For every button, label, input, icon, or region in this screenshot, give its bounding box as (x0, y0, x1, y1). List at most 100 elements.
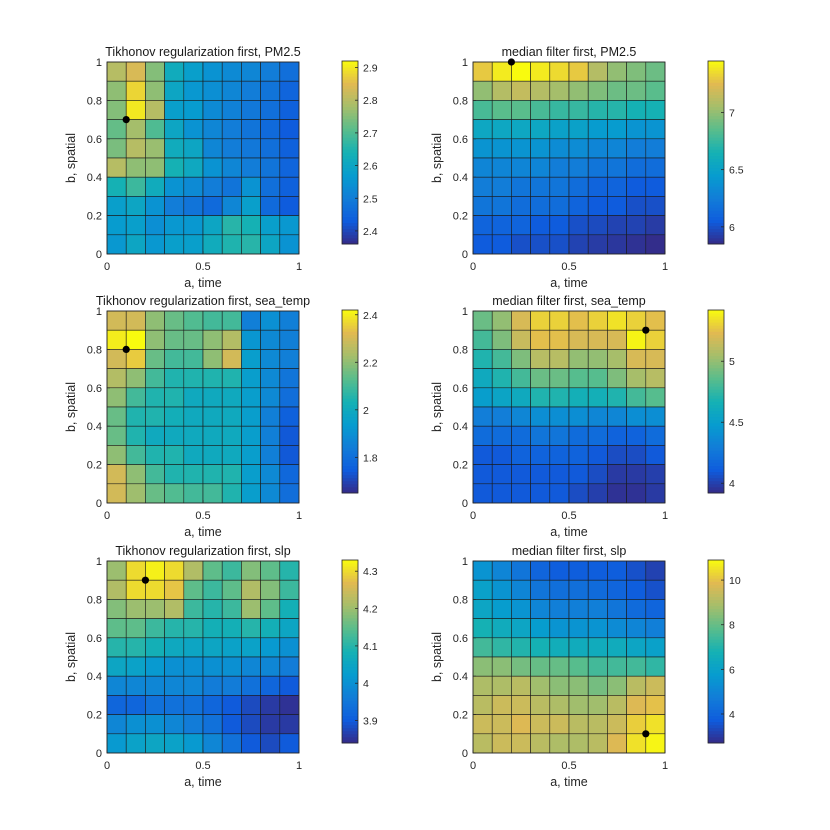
colorbar-segment (342, 444, 358, 448)
heatmap-cell (549, 61, 570, 82)
colorbar-segment (708, 617, 724, 622)
heatmap-cell (472, 100, 493, 120)
heatmap-cell (491, 61, 512, 82)
colorbar-segment (342, 441, 358, 445)
colorbar-segment (342, 152, 358, 156)
heatmap-cell (645, 215, 666, 236)
colorbar-tick-label: 4.3 (363, 566, 378, 578)
heatmap-cell (568, 483, 589, 504)
heatmap-cell (164, 100, 185, 120)
heatmap-cell (202, 329, 223, 350)
heatmap-cell (202, 695, 223, 715)
heatmap-cell (645, 445, 666, 465)
heatmap-cell (125, 349, 146, 369)
colorbar-segment (342, 88, 358, 92)
y-tick-label: 1 (96, 306, 102, 318)
heatmap-cell (260, 714, 281, 735)
heatmap-cell (568, 119, 589, 140)
heatmap-cell (511, 176, 531, 197)
heatmap-cell (645, 329, 666, 350)
colorbar-segment (342, 663, 358, 668)
heatmap-cell (587, 329, 608, 350)
heatmap-cell (587, 560, 608, 581)
colorbar-segment (342, 94, 358, 98)
heatmap-cell (645, 714, 666, 735)
heatmap-cell (626, 425, 647, 446)
heatmap-cell (260, 349, 281, 369)
y-tick-label: 0.6 (87, 633, 102, 645)
heatmap-cell (511, 599, 531, 619)
colorbar-segment (342, 709, 358, 713)
colorbar-segment (708, 170, 724, 175)
colorbar-segment (708, 614, 724, 619)
heatmap-cell (568, 387, 589, 408)
colorbar-segment (708, 100, 724, 105)
heatmap-cell (568, 100, 589, 120)
heatmap-cell (125, 157, 146, 178)
heatmap-cell (164, 215, 185, 236)
heatmap-cell (645, 464, 666, 485)
colorbar-segment (342, 581, 358, 585)
heatmap-cell (511, 733, 531, 754)
colorbar-segment (708, 584, 724, 588)
colorbar-segment (342, 328, 358, 332)
colorbar-segment (342, 383, 358, 387)
heatmap-cell (221, 618, 242, 639)
heatmap-cell (549, 310, 570, 331)
heatmap-cell (549, 637, 570, 658)
heatmap-cell (511, 157, 531, 178)
heatmap-cell (106, 215, 127, 236)
colorbar-segment (708, 337, 724, 341)
chart-title: median filter first, sea_temp (492, 294, 646, 308)
colorbar-tick-label: 2.5 (363, 193, 378, 205)
heatmap-cell (279, 234, 300, 255)
colorbar-segment (708, 590, 724, 594)
heatmap-cell (530, 138, 551, 159)
heatmap-cell (145, 387, 165, 408)
heatmap-cell (125, 234, 146, 255)
colorbar-segment (708, 85, 724, 89)
colorbar-segment (708, 140, 724, 144)
colorbar-segment (708, 657, 724, 662)
colorbar-segment (708, 712, 724, 716)
heatmap-cell (106, 618, 127, 639)
heatmap-cell (279, 61, 300, 82)
heatmap-cell (164, 138, 185, 159)
colorbar-segment (708, 161, 724, 166)
colorbar-segment (708, 407, 724, 412)
y-tick-label: 0.6 (87, 134, 102, 146)
heatmap-cell (125, 176, 146, 197)
heatmap-cell (221, 406, 242, 427)
heatmap-cell (164, 579, 185, 600)
heatmap-cell (626, 349, 647, 369)
colorbar-segment (342, 730, 358, 735)
heatmap-cell (491, 560, 512, 581)
heatmap-cell (260, 329, 281, 350)
heatmap-cell (607, 100, 627, 120)
colorbar-segment (708, 633, 724, 637)
heatmap-cell (607, 215, 627, 236)
x-tick-label: 1 (662, 760, 668, 772)
colorbar-segment (342, 103, 358, 108)
colorbar-segment (708, 219, 724, 224)
heatmap-cell (626, 464, 647, 485)
heatmap-cell (202, 61, 223, 82)
heatmap-cell (491, 675, 512, 696)
heatmap-cell (530, 695, 551, 715)
heatmap-cell (549, 406, 570, 427)
heatmap-cell (491, 406, 512, 427)
heatmap-cell (587, 176, 608, 197)
heatmap-cell (587, 387, 608, 408)
heatmap-cell (164, 234, 185, 255)
heatmap-cell (202, 310, 223, 331)
x-tick-label: 1 (296, 760, 302, 772)
colorbar-segment (708, 97, 724, 102)
heatmap-cell (260, 80, 281, 101)
colorbar-segment (342, 410, 358, 415)
heatmap-cell (511, 695, 531, 715)
heatmap-cells (106, 560, 300, 754)
colorbar-segment (342, 310, 358, 314)
heatmap-cells (472, 310, 666, 504)
heatmap-cell (645, 176, 666, 197)
